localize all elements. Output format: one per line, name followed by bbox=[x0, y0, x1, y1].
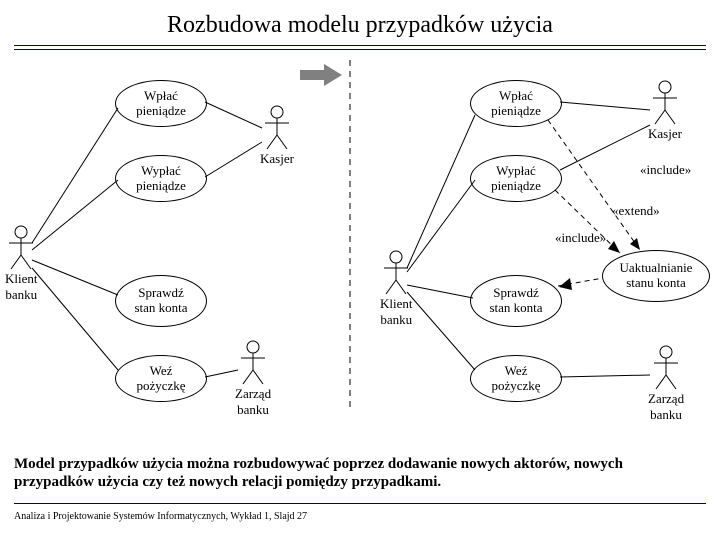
usecase-wplac-left: Wpłaćpieniądze bbox=[115, 80, 207, 127]
usecase-sprawdz-right: Sprawdźstan konta bbox=[470, 275, 562, 327]
diagram-area: Wpłaćpieniądze Wypłaćpieniądze Sprawdźst… bbox=[0, 50, 720, 450]
transition-arrow-icon bbox=[300, 64, 342, 86]
include-label-1: «include» bbox=[640, 162, 691, 178]
actor-label: Klientbanku bbox=[5, 271, 38, 303]
stickman-icon bbox=[7, 225, 35, 271]
actor-klient-right: Klientbanku bbox=[380, 250, 413, 328]
extend-label: «extend» bbox=[612, 203, 660, 219]
stickman-icon bbox=[263, 105, 291, 151]
include-label-2: «include» bbox=[555, 230, 606, 246]
actor-label: Klientbanku bbox=[380, 296, 413, 328]
actor-kasjer-left: Kasjer bbox=[260, 105, 294, 167]
stickman-icon bbox=[239, 340, 267, 386]
actor-kasjer-right: Kasjer bbox=[648, 80, 682, 142]
actor-zarzad-left: Zarządbanku bbox=[235, 340, 271, 418]
actor-label: Kasjer bbox=[260, 151, 294, 167]
footer-text: Analiza i Projektowanie Systemów Informa… bbox=[14, 511, 307, 522]
stickman-icon bbox=[652, 345, 680, 391]
stickman-icon bbox=[382, 250, 410, 296]
page-title: Rozbudowa modelu przypadków użycia bbox=[0, 0, 720, 45]
usecase-uaktualnianie: Uaktualnianiestanu konta bbox=[602, 250, 710, 302]
usecase-wyplac-left: Wypłaćpieniądze bbox=[115, 155, 207, 202]
actor-label: Zarządbanku bbox=[235, 386, 271, 418]
usecase-wez-left: Weźpożyczkę bbox=[115, 355, 207, 402]
connector-lines bbox=[0, 50, 720, 450]
actor-label: Zarządbanku bbox=[648, 391, 684, 423]
actor-klient-left: Klientbanku bbox=[5, 225, 38, 303]
actor-zarzad-right: Zarządbanku bbox=[648, 345, 684, 423]
usecase-sprawdz-left: Sprawdźstan konta bbox=[115, 275, 207, 327]
actor-label: Kasjer bbox=[648, 126, 682, 142]
usecase-wyplac-right: Wypłaćpieniądze bbox=[470, 155, 562, 202]
usecase-wez-right: Weźpożyczkę bbox=[470, 355, 562, 402]
usecase-wplac-right: Wpłaćpieniądze bbox=[470, 80, 562, 127]
description-text: Model przypadków użycia można rozbudowyw… bbox=[14, 455, 706, 493]
stickman-icon bbox=[651, 80, 679, 126]
footer-line bbox=[14, 503, 706, 504]
